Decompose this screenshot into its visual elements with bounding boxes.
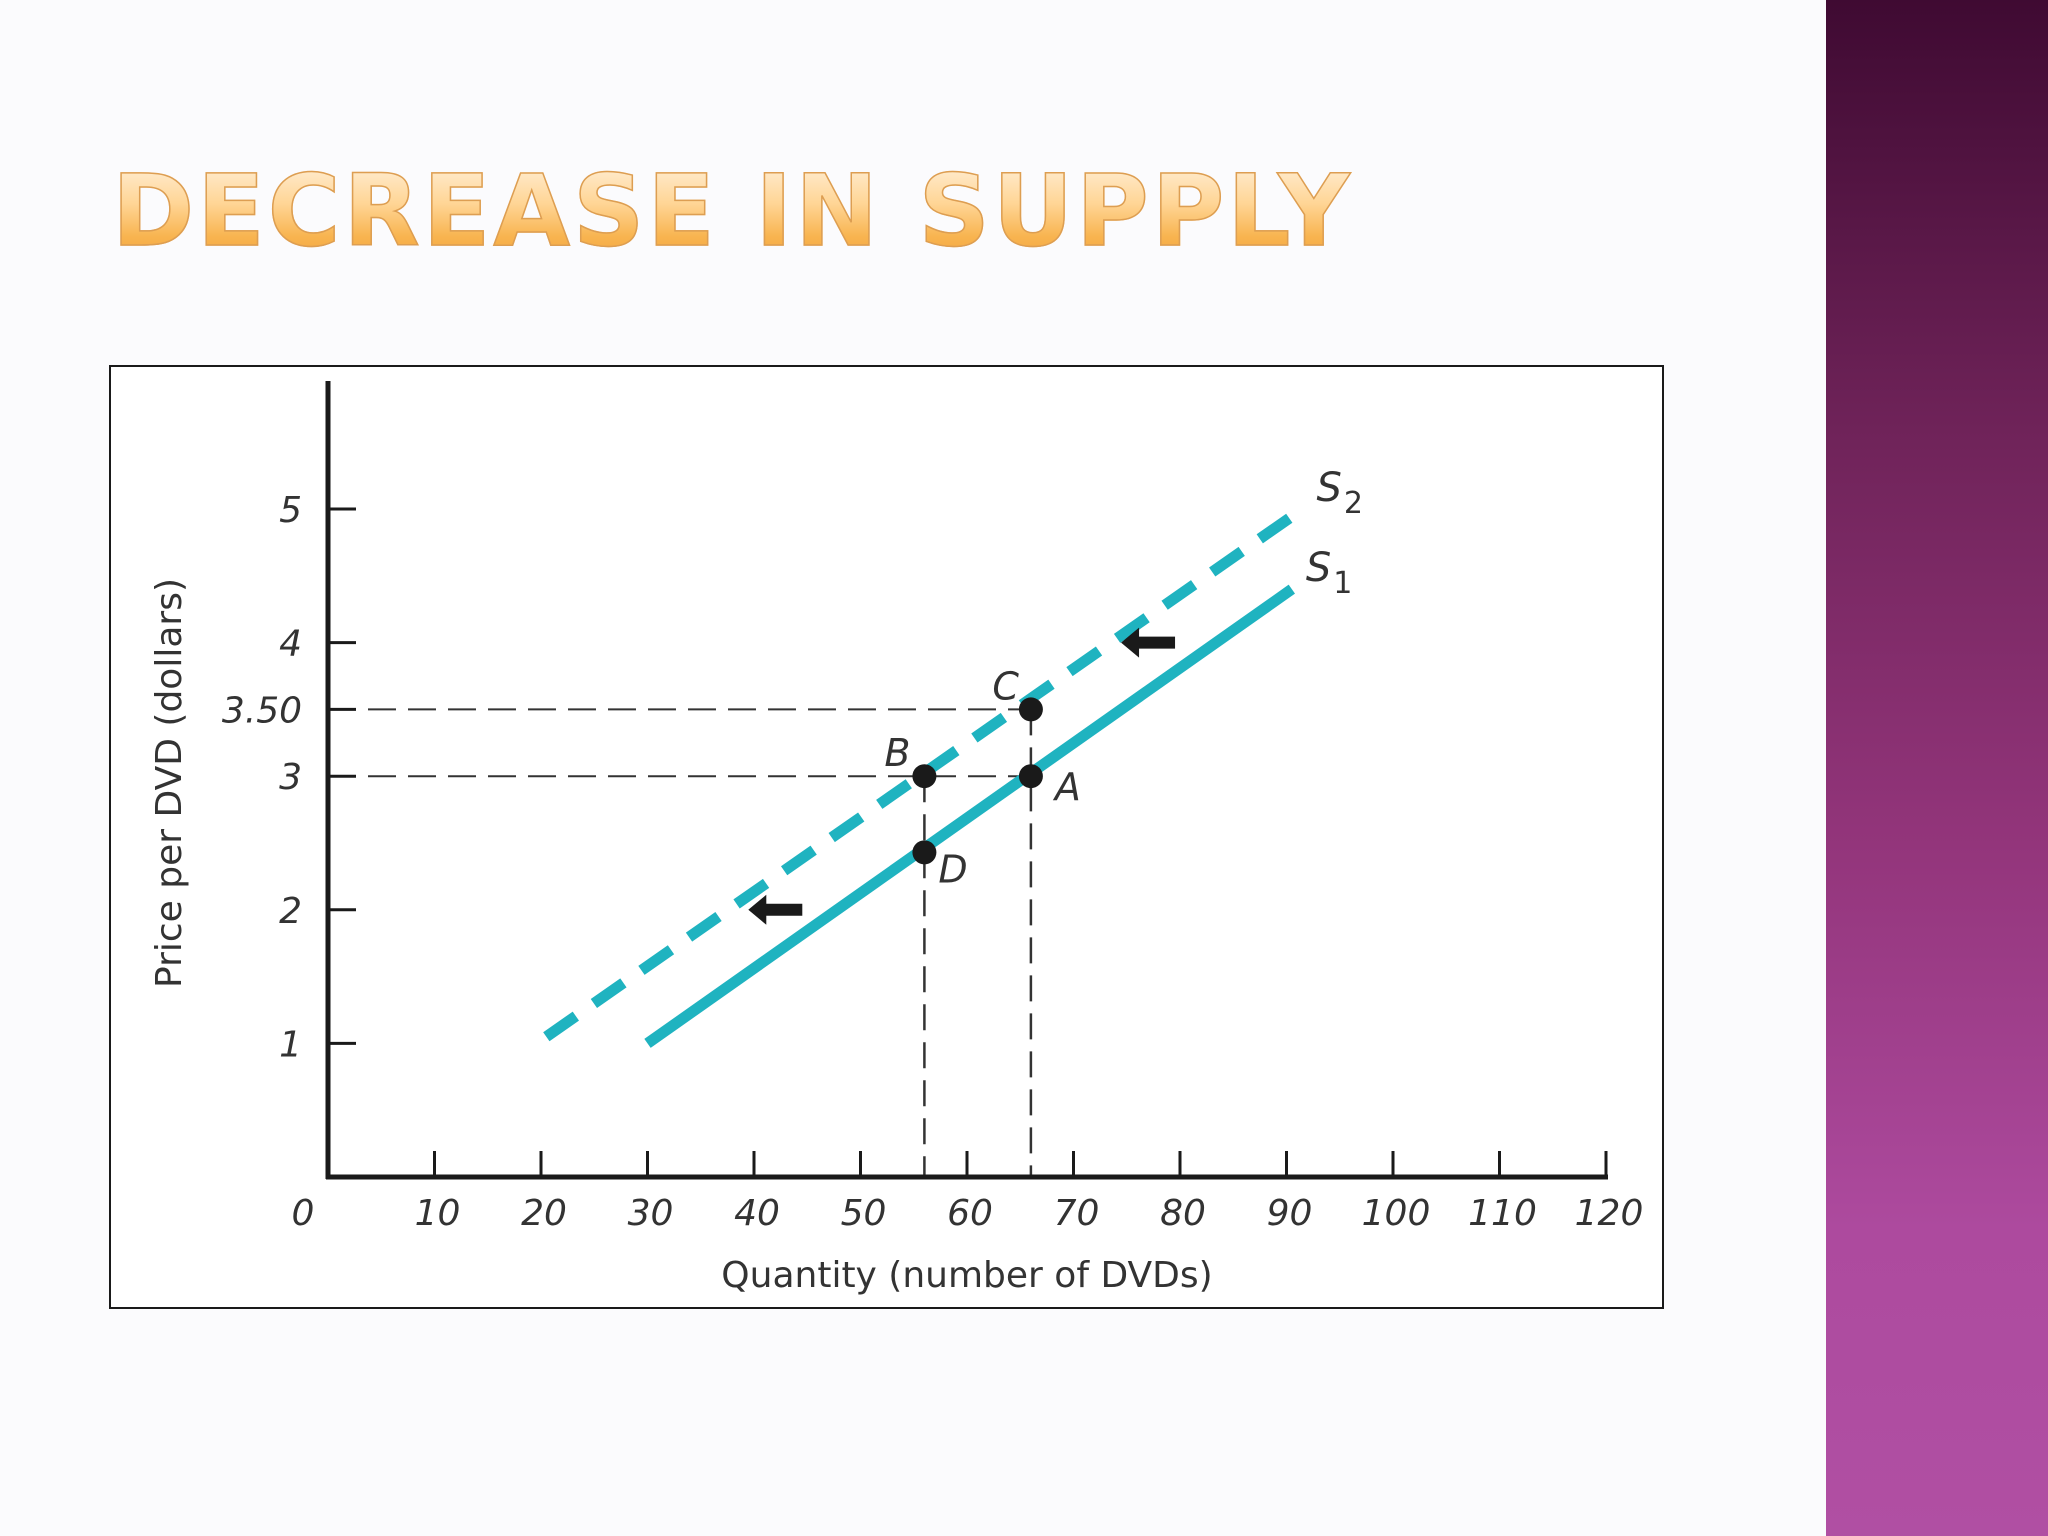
x-tick-label-110: 110 [1468,1193,1537,1234]
point-A [1018,764,1043,789]
y-tick-label-3: 3 [279,757,302,798]
x-tick-label-80: 80 [1160,1193,1206,1234]
x-tick-label-10: 10 [415,1193,461,1234]
y-tick-label-1: 1 [279,1024,302,1065]
point-label-D: D [938,847,967,891]
curve-label-S2: S2 [1316,465,1362,521]
x-tick-label-70: 70 [1054,1193,1100,1234]
shift-arrow-0 [1121,627,1176,658]
y-tick-label-5: 5 [279,490,302,531]
x-tick-label-60: 60 [947,1193,993,1234]
shift-arrow-1 [748,894,803,925]
supply-curve-S1 [644,584,1295,1048]
point-C [1018,697,1043,722]
x-tick-label-30: 30 [628,1193,674,1234]
x-tick-label-40: 40 [734,1193,780,1234]
decorative-side-band [1826,0,2048,1536]
x-axis-title: Quantity (number of DVDs) [721,1255,1212,1296]
y-tick-label-4: 4 [279,624,302,665]
y-tick-label-2: 2 [279,891,302,932]
curve-label-S1: S1 [1306,545,1352,601]
point-label-A: A [1052,765,1081,809]
point-label-B: B [884,731,910,775]
x-tick-label-20: 20 [521,1193,567,1234]
x-tick-label-90: 90 [1267,1193,1313,1234]
supply-curve-S2 [543,504,1306,1042]
origin-label: 0 [292,1193,315,1234]
point-D [912,840,937,865]
x-tick-label-50: 50 [841,1193,887,1234]
y-axis-title: Price per DVD (dollars) [149,578,190,988]
point-B [912,764,937,789]
supply-chart: 10 20 30 40 50 60 70 80 90 100 110 120 0 1 2 3 3.50 4 5 Qua… [149,381,1644,1296]
y-tick-label-3.50: 3.50 [222,690,302,731]
point-label-C: C [992,664,1019,708]
slide-title: Decrease in Supply [111,154,1353,269]
x-tick-label-120: 120 [1575,1193,1644,1234]
x-tick-label-100: 100 [1362,1193,1431,1234]
chart-frame: 10 20 30 40 50 60 70 80 90 100 110 120 0 1 2 3 3.50 4 5 Qua… [109,365,1664,1309]
